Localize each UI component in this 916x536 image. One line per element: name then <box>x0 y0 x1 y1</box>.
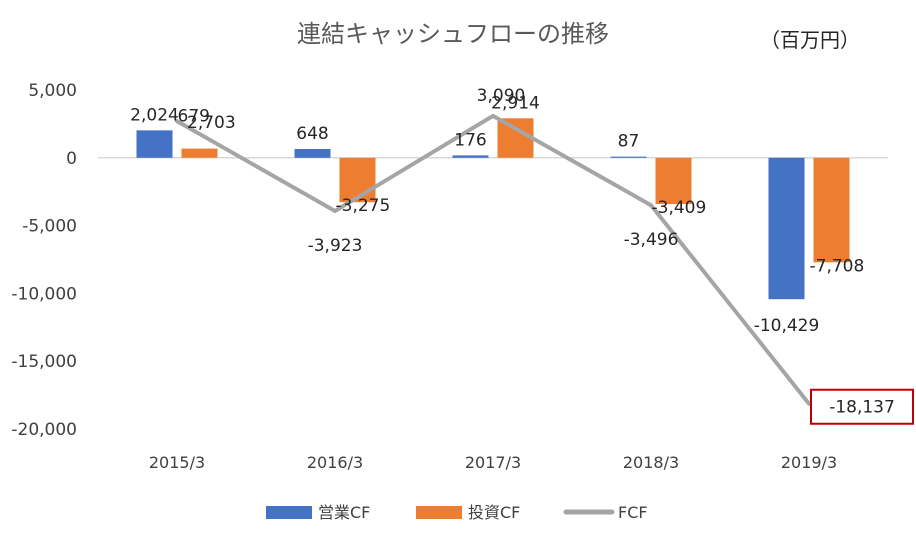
x-axis: 2015/3 2016/3 2017/3 2018/3 2019/3 <box>98 157 888 472</box>
data-label-operating-cf: 87 <box>618 132 640 152</box>
highlight-box <box>810 388 914 425</box>
legend-label-investing-cf: 投資CF <box>468 503 520 522</box>
data-label-operating-cf: 2,024 <box>130 105 179 125</box>
x-tick-label: 2016/3 <box>307 453 363 472</box>
y-tick-label: -10,000 <box>11 284 77 304</box>
y-tick-label: -15,000 <box>11 352 77 372</box>
x-tick-label: 2018/3 <box>623 453 679 472</box>
data-label-investing-cf: -7,708 <box>810 256 865 276</box>
bar-investing-cf <box>497 118 534 158</box>
data-label-investing-cf: 2,914 <box>491 93 540 113</box>
data-labels-group: 2,024 648 176 87 -10,429 679 -3,275 2,914 -3,409… <box>130 86 914 425</box>
data-label-fcf: -18,137 <box>829 398 895 418</box>
legend: 営業CF 投資CF FCF <box>266 503 648 522</box>
unit-label: （百万円） <box>760 28 860 52</box>
data-label-investing-cf: -3,409 <box>652 198 707 218</box>
data-label-investing-cf: 679 <box>178 107 210 127</box>
y-tick-label: 5,000 <box>28 81 77 101</box>
x-tick-label: 2015/3 <box>149 453 205 472</box>
data-label-operating-cf: -10,429 <box>754 316 820 336</box>
legend-swatch-investing-cf <box>416 506 462 519</box>
legend-label-fcf: FCF <box>618 503 648 522</box>
fcf-line <box>175 113 811 406</box>
data-label-operating-cf: 176 <box>454 130 486 150</box>
bar-operating-cf <box>610 156 647 158</box>
y-tick-label: -20,000 <box>11 420 77 440</box>
legend-label-operating-cf: 営業CF <box>318 503 370 522</box>
data-label-fcf: -3,496 <box>624 230 679 250</box>
chart-title: 連結キャッシュフローの推移 <box>297 20 609 48</box>
data-label-fcf: 3,090 <box>477 86 526 106</box>
bar-operating-cf <box>294 149 331 158</box>
bar-investing-cf <box>655 157 692 205</box>
bar-investing-cf <box>339 157 376 203</box>
y-axis: 5,000 0 -5,000 -10,000 -15,000 -20,000 <box>11 81 77 440</box>
fcf-line-group <box>175 113 811 406</box>
data-label-fcf: 2,703 <box>187 113 236 133</box>
bar-investing-cf <box>813 157 850 263</box>
bar-operating-cf <box>768 157 805 300</box>
x-tick-label: 2017/3 <box>465 453 521 472</box>
bar-investing-cf <box>181 148 218 158</box>
bar-operating-cf <box>452 155 489 158</box>
x-tick-label: 2019/3 <box>781 453 837 472</box>
data-label-investing-cf: -3,275 <box>336 196 391 216</box>
y-tick-label: -5,000 <box>22 217 77 237</box>
bar-operating-cf <box>136 130 173 158</box>
data-label-fcf: -3,923 <box>308 236 363 256</box>
legend-swatch-operating-cf <box>266 506 312 519</box>
y-tick-label: 0 <box>66 149 77 169</box>
data-label-operating-cf: 648 <box>296 124 328 144</box>
bar-series-group <box>136 118 850 300</box>
